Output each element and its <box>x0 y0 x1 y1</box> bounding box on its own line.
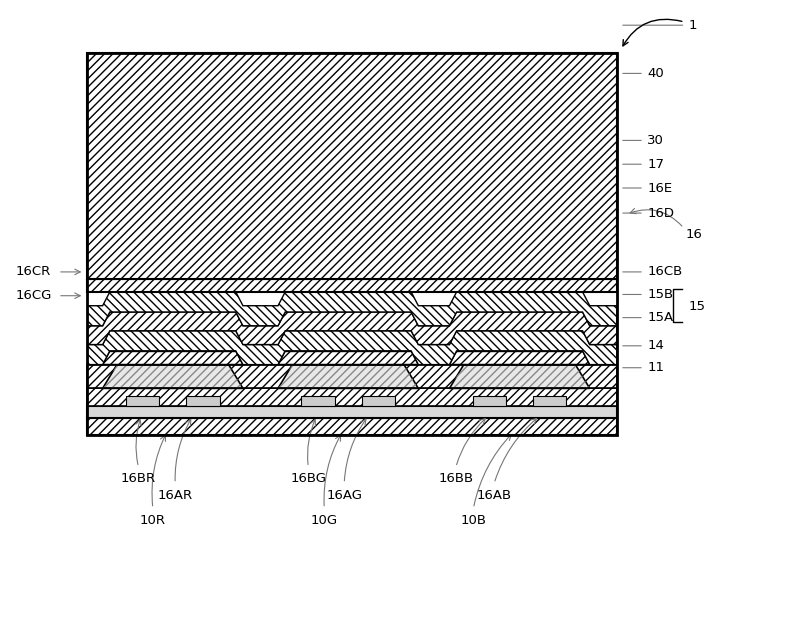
Text: 10B: 10B <box>460 514 486 526</box>
Text: 1: 1 <box>689 19 697 31</box>
Bar <box>87 418 617 435</box>
Text: 16: 16 <box>686 228 702 241</box>
Polygon shape <box>450 365 590 388</box>
Polygon shape <box>102 351 243 365</box>
Text: 16CG: 16CG <box>16 289 52 302</box>
Text: 16E: 16E <box>647 182 672 194</box>
Text: 16BB: 16BB <box>438 472 474 486</box>
Text: 16CR: 16CR <box>16 265 51 279</box>
Text: 16BG: 16BG <box>290 472 326 486</box>
Text: 15B: 15B <box>647 288 674 301</box>
Text: 11: 11 <box>647 361 664 374</box>
Bar <box>302 396 334 406</box>
Bar <box>87 279 617 292</box>
Polygon shape <box>278 365 418 388</box>
Polygon shape <box>450 351 590 365</box>
Text: 16CB: 16CB <box>647 265 682 279</box>
Bar <box>87 406 617 418</box>
Bar <box>87 53 617 279</box>
Text: 16AR: 16AR <box>158 489 193 501</box>
Polygon shape <box>278 351 418 365</box>
Bar <box>533 396 566 406</box>
Text: 16AG: 16AG <box>326 489 362 501</box>
Text: 10R: 10R <box>140 514 166 526</box>
Text: 14: 14 <box>647 339 664 352</box>
Text: 16AB: 16AB <box>477 489 512 501</box>
Polygon shape <box>87 331 617 365</box>
Text: 10G: 10G <box>310 514 338 526</box>
Bar <box>186 396 220 406</box>
Text: 30: 30 <box>647 134 664 147</box>
Polygon shape <box>87 312 617 345</box>
Bar <box>362 396 395 406</box>
Bar <box>473 396 506 406</box>
Text: 16BR: 16BR <box>121 472 156 486</box>
Text: 16D: 16D <box>647 206 674 220</box>
Bar <box>87 388 617 406</box>
Text: 15A: 15A <box>647 311 674 324</box>
Bar <box>87 53 617 435</box>
Text: 15: 15 <box>689 300 706 313</box>
Text: 40: 40 <box>647 67 664 80</box>
Polygon shape <box>102 365 243 388</box>
Bar <box>126 396 159 406</box>
Polygon shape <box>87 292 617 326</box>
Bar <box>87 365 617 388</box>
Text: 17: 17 <box>647 158 664 170</box>
